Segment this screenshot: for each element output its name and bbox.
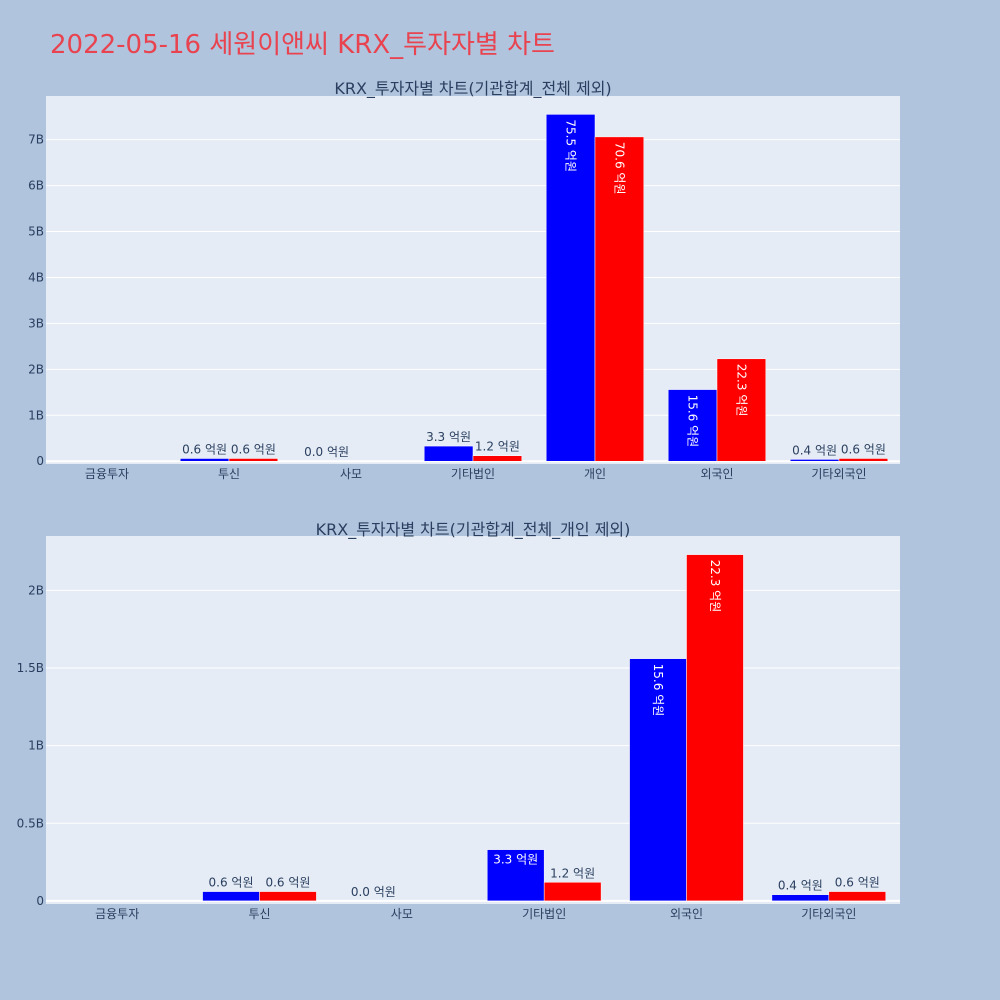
x-tick-label: 외국인 (700, 467, 733, 481)
y-tick-label: 4B (28, 270, 44, 284)
y-tick-label: 0.5B (17, 816, 44, 830)
bar (543, 882, 602, 902)
bar (828, 891, 887, 902)
bar (789, 459, 840, 462)
data-label: 70.6 억원 (612, 142, 626, 195)
y-tick-label: 1B (28, 739, 44, 753)
data-label: 3.3 억원 (426, 430, 471, 444)
y-tick-label: 1.5B (17, 661, 44, 675)
y-tick-label: 0 (36, 454, 44, 468)
y-tick-label: 0 (36, 894, 44, 908)
x-tick-label: 기타법인 (451, 467, 495, 481)
x-tick-label: 기타외국인 (811, 467, 866, 481)
bar (667, 389, 718, 462)
x-tick-label: 기타법인 (522, 907, 566, 921)
data-label: 0.6 억원 (231, 442, 276, 456)
plot-area (46, 536, 900, 904)
data-label: 3.3 억원 (493, 853, 538, 867)
data-label: 15.6 억원 (686, 395, 700, 448)
x-tick-label: 금융투자 (95, 907, 139, 921)
bar (686, 554, 744, 902)
chart-top: 0 1B 2B 3B 4B 5B 6B 7B KRX_투자자별 차트(기관합계_전체 제외) 금융… (28, 79, 900, 481)
data-label: 22.3 억원 (708, 560, 722, 613)
bar (179, 458, 230, 462)
bar (838, 458, 889, 462)
x-tick-label: 금융투자 (85, 467, 129, 481)
bar (594, 136, 645, 462)
y-tick-label: 1B (28, 408, 44, 422)
x-tick-label: 투신 (218, 467, 240, 481)
y-tick-label: 6B (28, 179, 44, 193)
y-tick-label: 7B (28, 133, 44, 147)
chart-title: KRX_투자자별 차트(기관합계_전체 제외) (334, 79, 611, 99)
bar (771, 894, 830, 902)
bar (228, 458, 279, 462)
bar (716, 358, 767, 462)
bar (629, 658, 687, 902)
data-label: 0.4 억원 (778, 879, 823, 893)
y-tick-label: 5B (28, 225, 44, 239)
bar (545, 114, 596, 462)
data-label: 0.4 억원 (792, 443, 837, 457)
data-label: 0.6 억원 (841, 442, 886, 456)
plot-area (46, 96, 900, 464)
x-tick-label: 사모 (340, 467, 362, 481)
x-tick-label: 기타외국인 (801, 907, 856, 921)
data-label: 1.2 억원 (550, 866, 595, 880)
data-label: 0.6 억원 (182, 442, 227, 456)
y-tick-label: 3B (28, 316, 44, 330)
bar (259, 891, 317, 902)
data-label: 1.2 억원 (475, 440, 520, 454)
data-label: 0.6 억원 (835, 876, 880, 890)
y-tick-label: 2B (28, 583, 44, 597)
chart-title: KRX_투자자별 차트(기관합계_전체_개인 제외) (316, 520, 631, 540)
data-label: 22.3 억원 (734, 364, 748, 417)
data-label: 0.6 억원 (209, 876, 254, 890)
x-tick-label: 외국인 (670, 907, 703, 921)
x-tick-label: 투신 (248, 907, 270, 921)
bar (486, 849, 545, 902)
y-tick-label: 2B (28, 362, 44, 376)
data-label: 0.0 억원 (351, 885, 396, 899)
chart-bottom: 0 0.5B 1B 1.5B 2B KRX_투자자별 차트(기관합계_전체_개인 제외) 금… (17, 520, 900, 921)
data-label: 0.0 억원 (304, 445, 349, 459)
x-tick-label: 개인 (584, 467, 606, 481)
bar (202, 891, 260, 902)
x-tick-label: 사모 (391, 907, 413, 921)
data-label: 0.6 억원 (265, 876, 310, 890)
data-label: 75.5 억원 (564, 119, 578, 172)
bar (472, 455, 523, 462)
page-title: 2022-05-16 세원이앤씨 KRX_투자자별 차트 (50, 30, 555, 60)
data-label: 15.6 억원 (651, 664, 665, 717)
bar (423, 445, 474, 462)
